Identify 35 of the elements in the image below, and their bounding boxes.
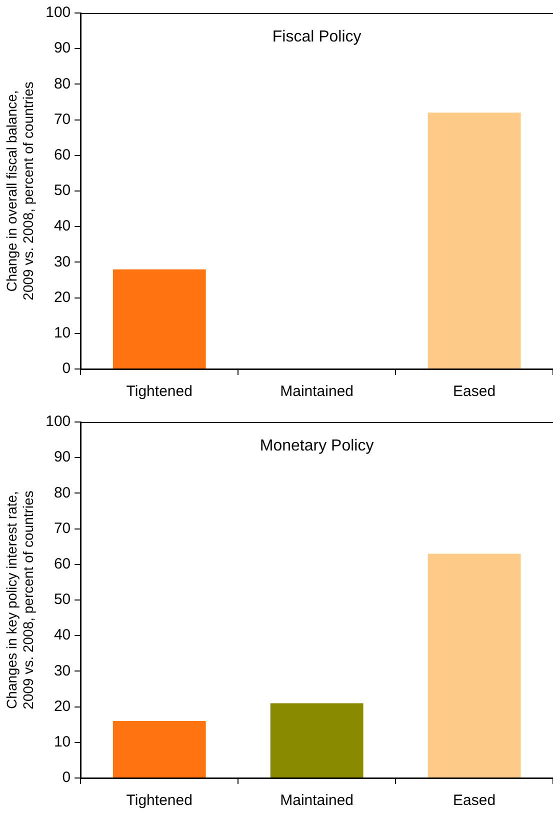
y-tick-label: 0 <box>62 769 71 786</box>
text: Monetary Policy <box>260 437 374 454</box>
bar <box>270 703 364 778</box>
x-tick-label: Eased <box>453 383 496 400</box>
y-tick-label: 60 <box>54 146 71 164</box>
y-tick-label: 40 <box>54 626 71 644</box>
y-tick-label: 70 <box>54 110 71 128</box>
x-tick-label: Maintained <box>280 792 354 810</box>
y-tick-label: 10 <box>54 734 71 751</box>
y-tick-label: 60 <box>54 556 71 573</box>
y-tick-label: 90 <box>54 448 71 466</box>
y-tick-label: 90 <box>54 40 71 57</box>
x-tick-label: Tightened <box>126 383 192 400</box>
y-tick-label: 50 <box>54 591 71 608</box>
x-tick-label: Maintained <box>280 383 354 400</box>
y-tick-label: 70 <box>54 520 71 537</box>
x-tick-label: Eased <box>453 792 496 810</box>
y-tick-label: 100 <box>46 4 71 22</box>
y-tick-label: 100 <box>46 413 71 430</box>
y-tick-label: 40 <box>54 218 71 235</box>
y-tick-label: 80 <box>54 75 71 92</box>
y-tick-label: 0 <box>62 360 71 378</box>
y-tick-label: 20 <box>54 698 71 715</box>
x-tick-label: Tightened <box>126 792 192 810</box>
y-tick-label: 80 <box>54 484 71 502</box>
bar <box>428 554 521 778</box>
y-tick-label: 20 <box>54 288 71 306</box>
y-axis-title: Changes in key policy interest rate, 2009 vs. 2008, percent of countries <box>3 490 36 710</box>
y-tick-label: 30 <box>54 253 71 270</box>
text: Fiscal Policy <box>272 28 362 46</box>
y-tick-label: 50 <box>54 182 71 200</box>
bar <box>112 721 206 778</box>
y-tick-label: 30 <box>54 662 71 680</box>
y-axis-title: Change in overall fiscal balance, 2009 vs. 2008, percent of countries <box>3 82 36 300</box>
y-tick-label: 10 <box>54 324 71 342</box>
